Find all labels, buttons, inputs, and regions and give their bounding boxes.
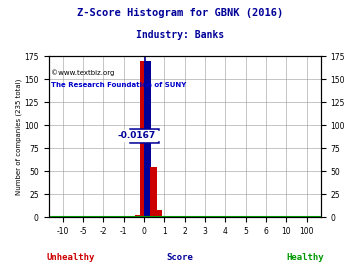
Text: The Research Foundation of SUNY: The Research Foundation of SUNY [51,82,186,88]
Text: Score: Score [167,253,193,262]
Bar [144,61,151,217]
Bar [155,210,162,217]
Text: -0.0167: -0.0167 [118,131,156,140]
Bar [135,215,143,217]
Y-axis label: Number of companies (235 total): Number of companies (235 total) [15,79,22,195]
Bar [140,61,148,217]
Text: Unhealthy: Unhealthy [47,253,95,262]
Text: Industry: Banks: Industry: Banks [136,30,224,40]
Bar [150,167,157,217]
Text: Z-Score Histogram for GBNK (2016): Z-Score Histogram for GBNK (2016) [77,8,283,18]
Text: Healthy: Healthy [286,253,324,262]
Text: ©www.textbiz.org: ©www.textbiz.org [51,69,114,76]
